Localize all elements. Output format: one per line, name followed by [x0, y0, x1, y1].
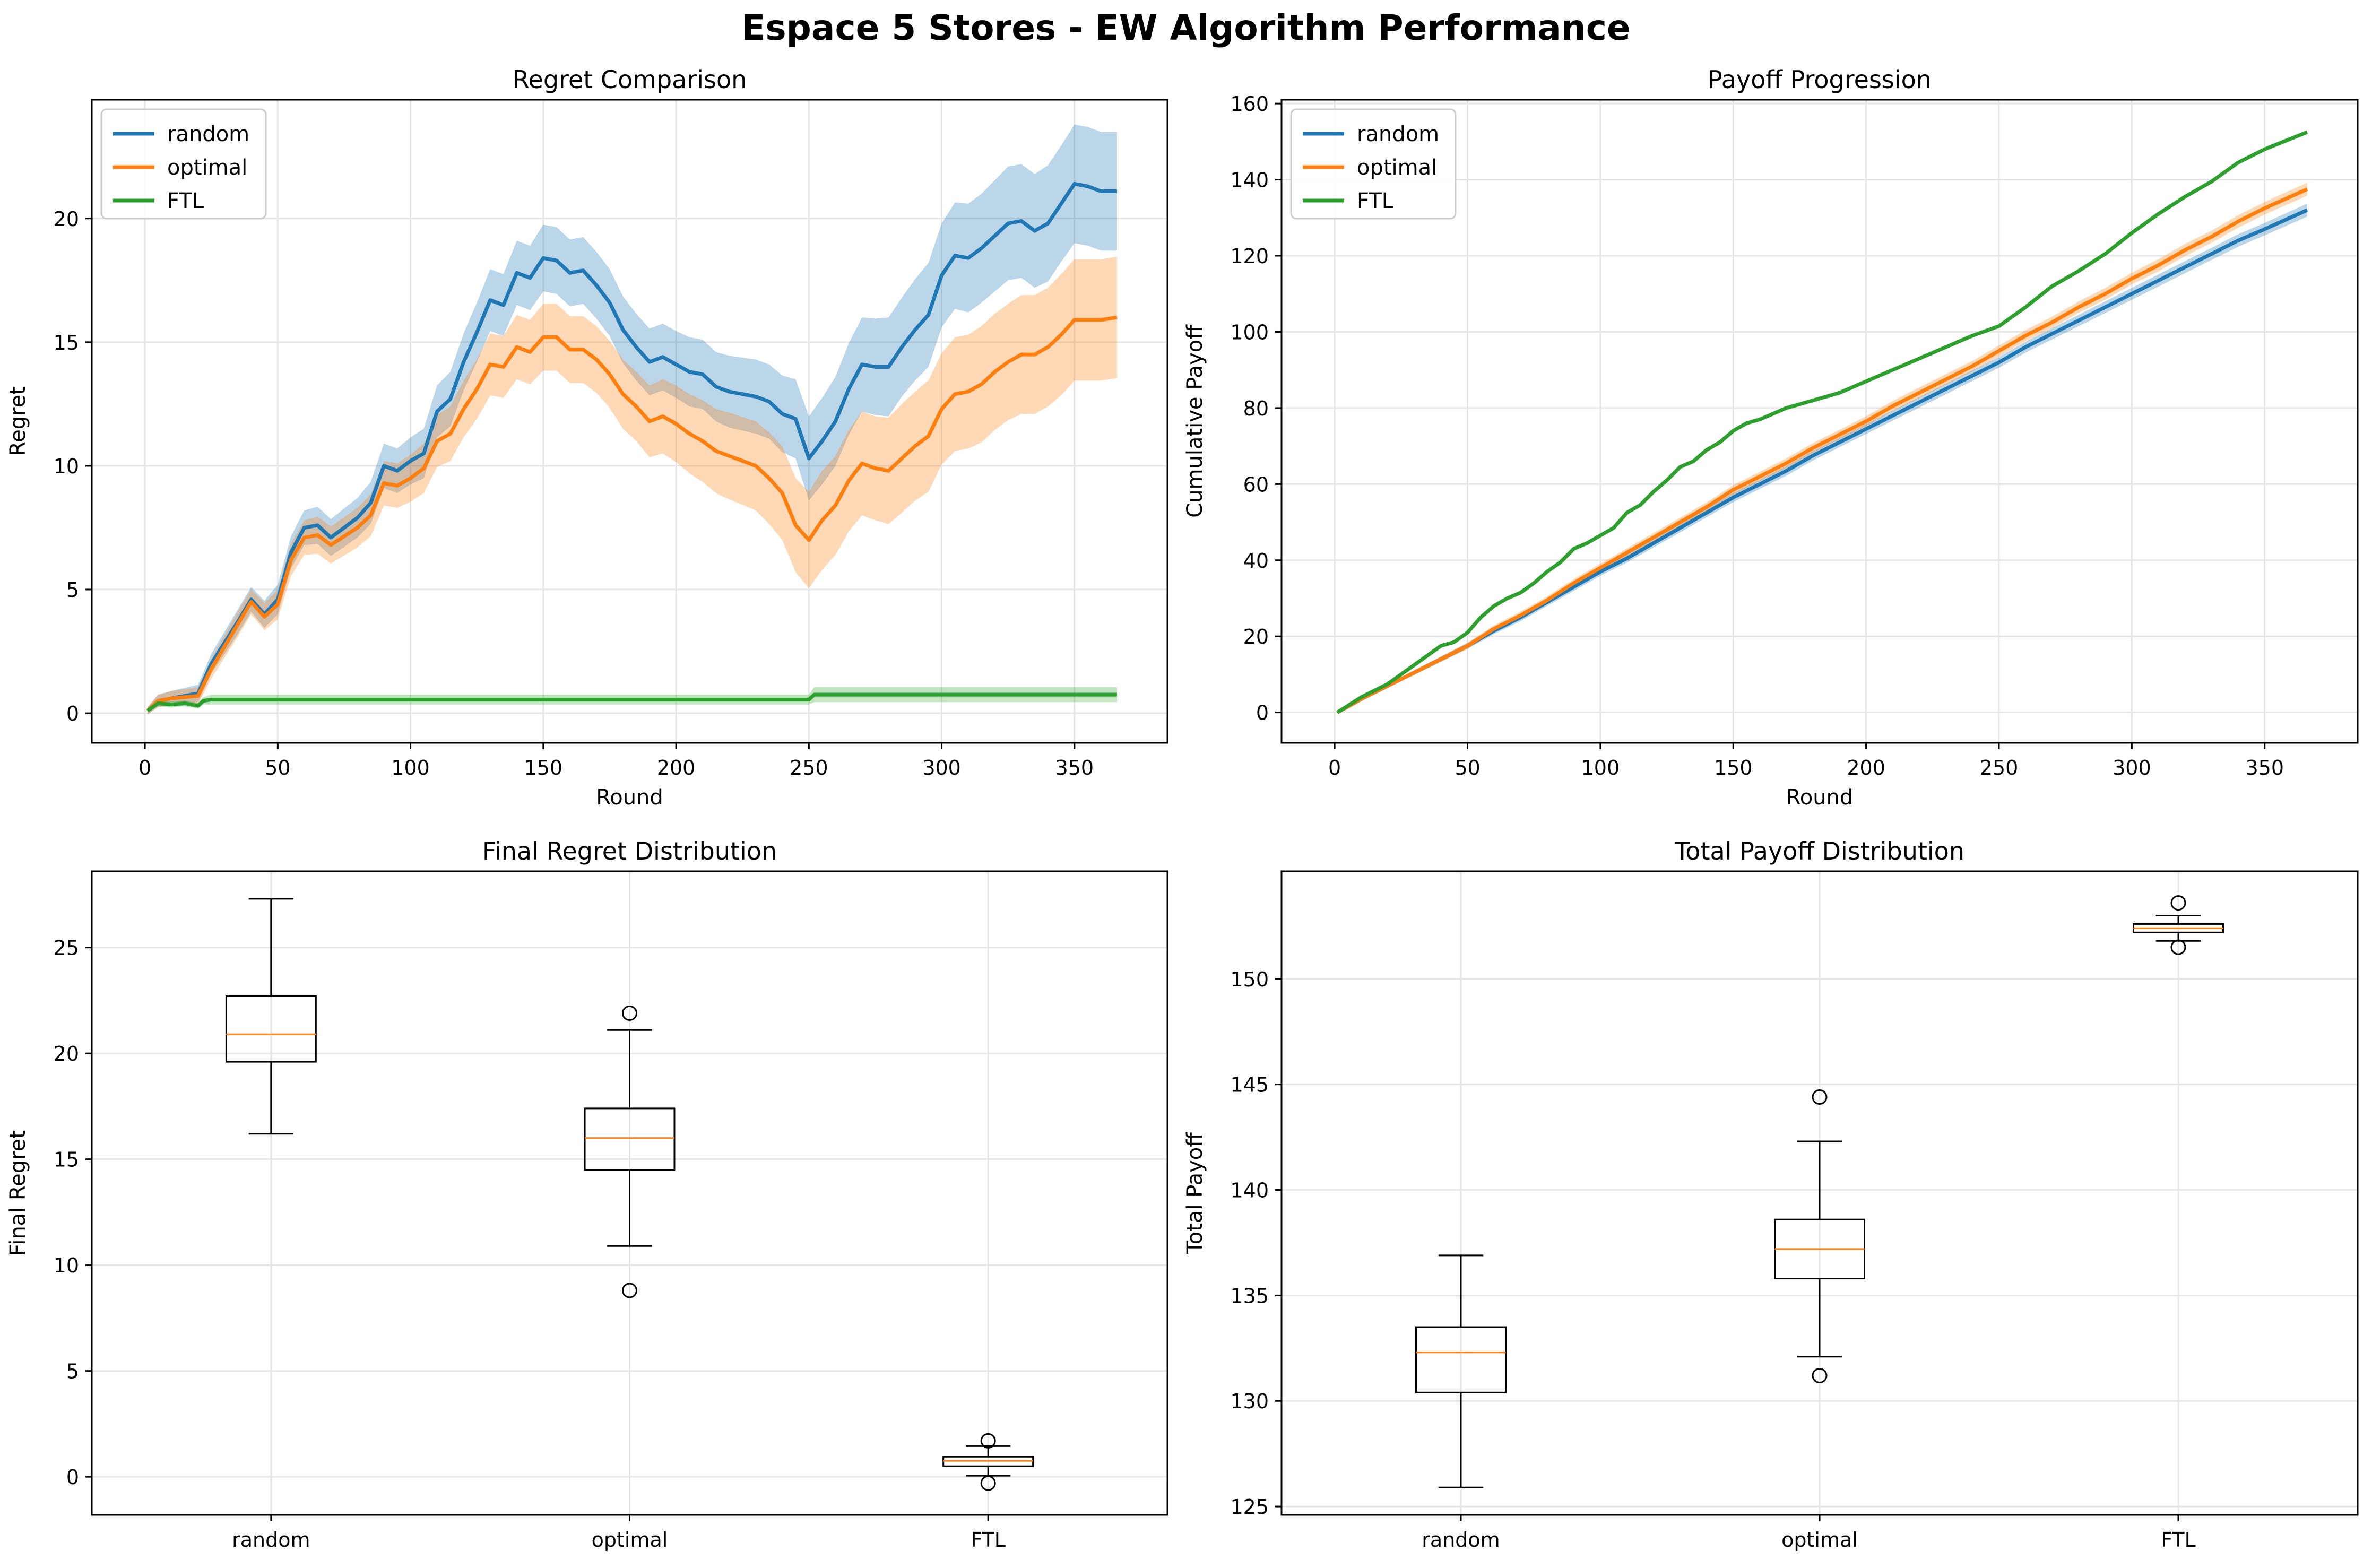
y-axis-label: Cumulative Payoff [1183, 324, 1207, 518]
x-tick-label: FTL [971, 1528, 1006, 1552]
outlier-optimal [1812, 1089, 1828, 1105]
box-optimal [584, 1107, 676, 1171]
legend-label-random: random [167, 122, 249, 146]
x-tick-label: optimal [1781, 1528, 1858, 1552]
outlier-optimal [1812, 1368, 1828, 1384]
legend-label-FTL: FTL [1357, 189, 1394, 213]
y-tick-label: 140 [1230, 169, 1269, 192]
y-tick-label: 0 [1256, 701, 1269, 725]
y-tick-label: 5 [66, 578, 79, 602]
series-line-random [146, 181, 1117, 712]
outlier-optimal [622, 1005, 637, 1021]
x-tick-label: 0 [1328, 756, 1341, 779]
series-line-optimal [1336, 187, 2308, 714]
x-tick-label: 50 [1455, 756, 1480, 779]
outlier-FTL [980, 1475, 996, 1491]
legend-box [1290, 108, 1457, 220]
figure-title: Espace 5 Stores - EW Algorithm Performan… [741, 7, 1631, 48]
y-tick-label: 125 [1230, 1495, 1269, 1519]
box-random [1415, 1326, 1507, 1393]
panel-title: Regret Comparison [513, 65, 747, 94]
series-line-FTL [146, 692, 1117, 713]
y-tick-label: 0 [66, 702, 79, 725]
x-tick-label: 250 [1980, 756, 2019, 779]
x-tick-label: 200 [1847, 756, 1885, 779]
y-tick-label: 10 [54, 455, 79, 478]
y-tick-label: 40 [1243, 549, 1269, 573]
outlier-FTL [2170, 939, 2186, 955]
y-tick-label: 120 [1230, 245, 1269, 268]
x-tick-label: random [232, 1528, 310, 1552]
x-tick-label: 50 [265, 756, 290, 779]
y-tick-label: 160 [1230, 92, 1269, 116]
y-tick-label: 20 [54, 207, 79, 231]
y-tick-label: 135 [1230, 1284, 1269, 1307]
outlier-FTL [980, 1433, 996, 1449]
confidence-band-optimal [148, 257, 1117, 715]
y-tick-label: 145 [1230, 1073, 1269, 1097]
outlier-optimal [622, 1283, 637, 1298]
y-tick-label: 10 [54, 1254, 79, 1277]
x-tick-label: FTL [2161, 1528, 2196, 1552]
legend-box [100, 108, 267, 220]
y-axis-label: Final Regret [6, 1130, 30, 1256]
panel-title: Final Regret Distribution [482, 837, 777, 865]
y-tick-label: 20 [54, 1042, 79, 1065]
x-tick-label: 150 [524, 756, 563, 779]
y-tick-label: 140 [1230, 1179, 1269, 1202]
legend-label-optimal: optimal [167, 155, 247, 180]
series-line-FTL [1336, 130, 2308, 714]
x-tick-label: 300 [2113, 756, 2151, 779]
y-tick-label: 15 [54, 1148, 79, 1172]
panel-title: Payoff Progression [1708, 65, 1932, 94]
y-tick-label: 20 [1243, 625, 1269, 648]
y-tick-label: 0 [66, 1466, 79, 1489]
panel-1 [1282, 100, 2358, 743]
y-tick-label: 5 [66, 1360, 79, 1383]
x-tick-label: 300 [922, 756, 961, 779]
x-tick-label: 150 [1714, 756, 1753, 779]
panel-0 [92, 100, 1167, 743]
x-axis-label: Round [596, 785, 663, 810]
y-tick-label: 130 [1230, 1390, 1269, 1413]
x-tick-label: 200 [657, 756, 696, 779]
x-tick-label: 350 [2245, 756, 2284, 779]
y-tick-label: 100 [1230, 320, 1269, 344]
x-tick-label: random [1422, 1528, 1500, 1552]
x-tick-label: optimal [592, 1528, 668, 1552]
plot-frame [91, 99, 1168, 744]
x-tick-label: 250 [790, 756, 828, 779]
x-tick-label: 0 [138, 756, 151, 779]
panel-title: Total Payoff Distribution [1674, 837, 1964, 865]
legend-label-optimal: optimal [1357, 155, 1437, 180]
legend-label-random: random [1357, 122, 1439, 146]
y-tick-label: 25 [54, 937, 79, 960]
x-tick-label: 100 [1581, 756, 1620, 779]
legend-label-FTL: FTL [167, 189, 204, 213]
series-line-optimal [146, 315, 1118, 712]
y-tick-label: 15 [54, 331, 79, 354]
y-tick-label: 80 [1243, 397, 1269, 420]
confidence-band-random [148, 124, 1117, 715]
x-tick-label: 350 [1055, 756, 1094, 779]
x-tick-label: 100 [391, 756, 430, 779]
box-random [225, 995, 317, 1063]
plot-frame [1280, 99, 2359, 744]
y-tick-label: 60 [1243, 473, 1269, 496]
y-axis-label: Regret [6, 386, 30, 456]
y-axis-label: Total Payoff [1183, 1132, 1207, 1254]
x-axis-label: Round [1786, 785, 1854, 810]
y-tick-label: 150 [1230, 968, 1269, 991]
outlier-FTL [2170, 895, 2186, 911]
